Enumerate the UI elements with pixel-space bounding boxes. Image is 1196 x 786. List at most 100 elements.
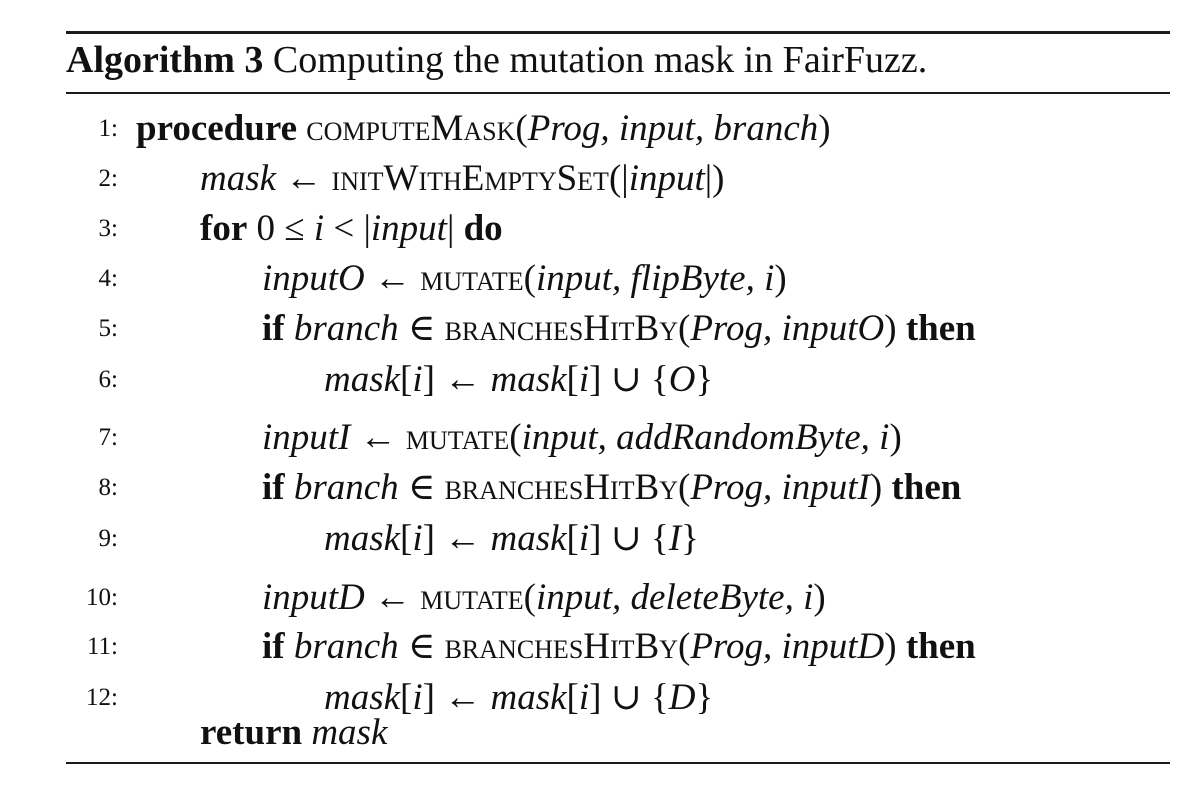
keyword: then bbox=[891, 467, 962, 508]
variable: i bbox=[412, 677, 423, 718]
function-name: mutate bbox=[420, 577, 524, 618]
code-text: | bbox=[446, 208, 464, 249]
variable: inputD bbox=[262, 577, 365, 618]
variable: mask bbox=[490, 677, 567, 718]
algo-line-6: 6: mask[i] ← mask[i] ∪ {O} bbox=[0, 358, 1196, 402]
algo-line-1: 1: procedure computeMask(Prog, input, br… bbox=[0, 107, 1196, 151]
keyword: return bbox=[200, 712, 303, 753]
variable: mask bbox=[490, 518, 567, 559]
code-text: [ bbox=[566, 518, 579, 559]
code-text: ( bbox=[678, 467, 691, 508]
keyword: then bbox=[905, 626, 976, 667]
variable: mask bbox=[200, 158, 277, 199]
code-text: [ bbox=[566, 677, 579, 718]
line-code: mask[i] ← mask[i] ∪ {O} bbox=[324, 358, 713, 402]
code-text: [ bbox=[400, 518, 413, 559]
line-code: if branch ∈ branchesHitBy(Prog, inputD) … bbox=[262, 625, 976, 669]
line-number: 9: bbox=[98, 525, 118, 552]
algo-line-5: 5: if branch ∈ branchesHitBy(Prog, input… bbox=[0, 307, 1196, 351]
keyword: for bbox=[200, 208, 248, 249]
code-text: ← bbox=[350, 417, 406, 458]
variable: mask bbox=[324, 518, 401, 559]
line-number: 6: bbox=[98, 366, 118, 393]
variable: mask bbox=[490, 359, 567, 400]
algo-line-2: 2: mask ← initWithEmptySet(|input|) bbox=[0, 157, 1196, 201]
function-name: computeMask bbox=[306, 108, 516, 149]
line-code: procedure computeMask(Prog, input, branc… bbox=[136, 107, 831, 151]
line-number: 10: bbox=[86, 584, 118, 611]
code-text: |) bbox=[704, 158, 725, 199]
code-text: ) bbox=[818, 108, 831, 149]
code-text bbox=[302, 712, 311, 753]
line-number: 4: bbox=[98, 265, 118, 292]
algo-line-9: 9: mask[i] ← mask[i] ∪ {I} bbox=[0, 517, 1196, 561]
variable: input, deleteByte, i bbox=[535, 577, 814, 618]
line-number: 7: bbox=[98, 424, 118, 451]
code-text: ∈ bbox=[398, 308, 445, 349]
keyword: procedure bbox=[136, 108, 298, 149]
line-number: 5: bbox=[98, 315, 118, 342]
algo-line-4: 4: inputO ← mutate(input, flipByte, i) bbox=[0, 257, 1196, 301]
code-text: ) bbox=[884, 626, 906, 667]
code-text: ] ← bbox=[422, 677, 491, 718]
variable: Prog, inputD bbox=[690, 626, 885, 667]
variable: branch bbox=[293, 308, 399, 349]
function-name: branchesHitBy bbox=[444, 308, 678, 349]
line-code: if branch ∈ branchesHitBy(Prog, inputO) … bbox=[262, 307, 976, 351]
code-text: ( bbox=[523, 258, 536, 299]
line-code: for 0 ≤ i < |input| do bbox=[200, 207, 503, 251]
line-code: inputI ← mutate(input, addRandomByte, i) bbox=[262, 416, 902, 460]
code-text: ] ← bbox=[422, 359, 491, 400]
algo-line-11: 11: if branch ∈ branchesHitBy(Prog, inpu… bbox=[0, 625, 1196, 669]
code-text: ← bbox=[276, 158, 332, 199]
algo-line-12: 12: mask[i] ← mask[i] ∪ {D} bbox=[0, 676, 1196, 720]
code-text: ] ∪ { bbox=[589, 518, 669, 559]
keyword: if bbox=[262, 626, 285, 667]
keyword: do bbox=[463, 208, 503, 249]
variable: mask bbox=[324, 359, 401, 400]
code-text: ( bbox=[509, 417, 522, 458]
code-text: } bbox=[695, 359, 714, 400]
variable: mask bbox=[311, 712, 388, 753]
code-text: ) bbox=[774, 258, 787, 299]
variable: Prog, inputO bbox=[690, 308, 885, 349]
code-text: ← bbox=[364, 258, 421, 299]
variable: i bbox=[578, 359, 590, 400]
code-text: ← bbox=[364, 577, 421, 618]
line-number: 2: bbox=[98, 165, 118, 192]
code-text bbox=[285, 467, 294, 508]
code-text: 0 ≤ bbox=[247, 208, 314, 249]
code-text bbox=[285, 308, 294, 349]
variable: input bbox=[628, 158, 705, 199]
variable: i bbox=[578, 677, 590, 718]
rule-bottom bbox=[66, 762, 1170, 764]
function-name: mutate bbox=[405, 417, 510, 458]
algorithm-caption: Algorithm 3 Computing the mutation mask … bbox=[66, 38, 927, 82]
keyword: if bbox=[262, 308, 285, 349]
function-name: branchesHitBy bbox=[444, 467, 678, 508]
keyword: then bbox=[905, 308, 976, 349]
code-text: ( bbox=[678, 308, 691, 349]
algo-line-return: return mask bbox=[0, 711, 1196, 755]
variable: input, addRandomByte, i bbox=[521, 417, 890, 458]
code-text: ) bbox=[884, 308, 906, 349]
code-text: [ bbox=[400, 359, 413, 400]
function-name: branchesHitBy bbox=[444, 626, 678, 667]
code-text: [ bbox=[566, 359, 579, 400]
code-text: ∈ bbox=[398, 626, 445, 667]
line-code: mask[i] ← mask[i] ∪ {I} bbox=[324, 517, 699, 561]
code-text: [ bbox=[400, 677, 413, 718]
code-text: ] ← bbox=[422, 518, 491, 559]
code-text: ] ∪ { bbox=[589, 359, 669, 400]
algorithm-label: Algorithm 3 bbox=[66, 39, 264, 81]
variable: i bbox=[313, 208, 325, 249]
variable: O bbox=[668, 359, 696, 400]
algorithm-title: Computing the mutation mask in FairFuzz. bbox=[272, 39, 928, 81]
keyword: if bbox=[262, 467, 285, 508]
line-code: inputO ← mutate(input, flipByte, i) bbox=[262, 257, 787, 301]
line-code: mask[i] ← mask[i] ∪ {D} bbox=[324, 676, 713, 720]
variable: D bbox=[668, 677, 696, 718]
code-text: ( bbox=[523, 577, 536, 618]
code-text: } bbox=[695, 677, 714, 718]
code-text bbox=[285, 626, 294, 667]
